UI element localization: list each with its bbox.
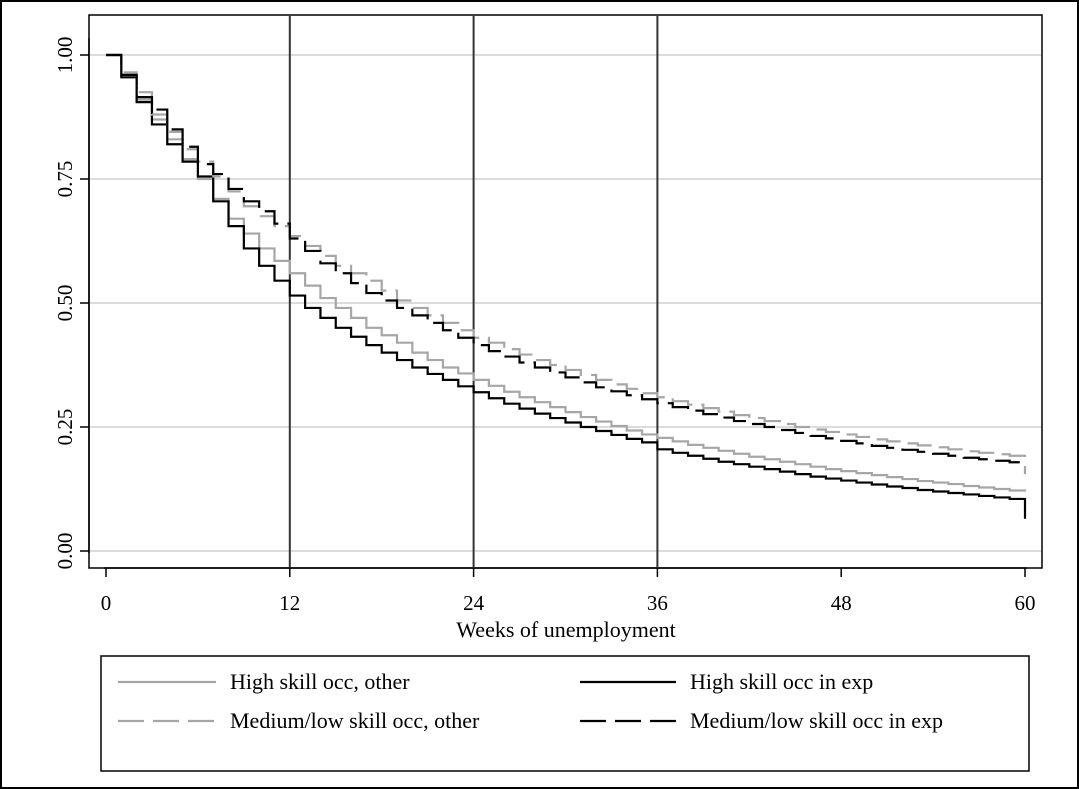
y-tick-label: 0.50: [53, 285, 77, 322]
x-tick-label: 60: [1015, 591, 1036, 615]
y-tick-label: 0.25: [53, 409, 77, 446]
x-tick-label: 0: [101, 591, 112, 615]
x-tick-label: 12: [279, 591, 300, 615]
y-tick-label: 0.00: [53, 533, 77, 570]
legend-box: [100, 655, 1030, 772]
legend-label-4: Medium/low skill occ in exp: [690, 708, 943, 733]
series-group: [106, 53, 1027, 519]
axes: 0.00 0.25 0.50 0.75 1.00 0 12 24 36 48 60: [53, 37, 1036, 615]
series-line-4: [106, 53, 1027, 465]
y-tick-label: 1.00: [53, 37, 77, 74]
legend-label-2: High skill occ in exp: [690, 669, 873, 694]
gridlines: [90, 54, 1041, 552]
legend-label-3: Medium/low skill occ, other: [230, 708, 480, 733]
plot-area: [88, 14, 1043, 569]
y-tick-label: 0.75: [53, 161, 77, 198]
series-line-2: [106, 53, 1027, 519]
legend: High skill occ, other High skill occ in e…: [118, 669, 943, 733]
x-axis-title: Weeks of unemployment: [456, 617, 675, 642]
x-tick-label: 48: [831, 591, 852, 615]
x-tick-label: 24: [463, 591, 485, 615]
legend-label-1: High skill occ, other: [230, 669, 410, 694]
x-tick-label: 36: [647, 591, 668, 615]
series-line-3: [106, 53, 1027, 475]
